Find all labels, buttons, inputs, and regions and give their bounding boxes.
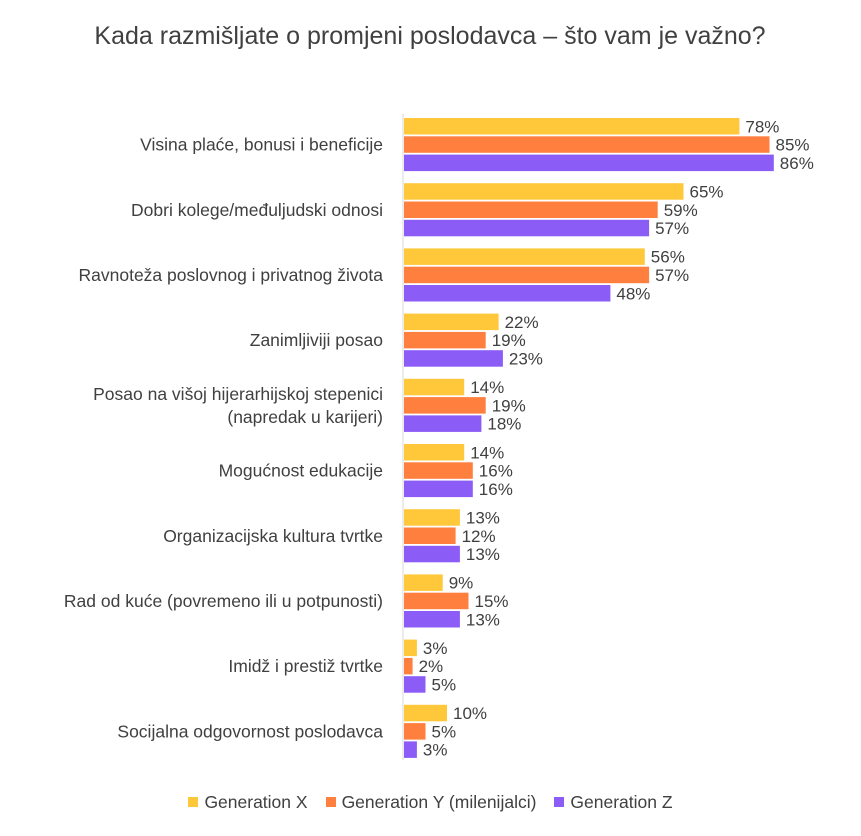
bar bbox=[404, 201, 658, 218]
bar bbox=[404, 723, 426, 740]
category-label: Socijalna odgovornost poslodavca bbox=[117, 721, 383, 741]
data-label: 57% bbox=[655, 219, 689, 238]
data-label: 12% bbox=[462, 527, 496, 546]
category-label: Posao na višoj hijerarhijskoj stepenici(… bbox=[93, 384, 383, 427]
legend: Generation X Generation Y (milenijalci) Ge… bbox=[0, 792, 861, 813]
data-label: 22% bbox=[505, 313, 539, 332]
bar bbox=[404, 248, 645, 265]
data-label: 14% bbox=[470, 443, 504, 462]
data-label: 3% bbox=[423, 639, 448, 658]
data-label: 16% bbox=[479, 480, 513, 499]
bar bbox=[404, 415, 482, 432]
legend-label: Generation Y (milenijalci) bbox=[341, 792, 537, 812]
bar bbox=[404, 331, 486, 349]
data-label: 3% bbox=[423, 741, 448, 760]
bar bbox=[404, 676, 426, 693]
data-label: 19% bbox=[492, 331, 526, 350]
bar bbox=[404, 639, 417, 657]
data-label: 14% bbox=[470, 378, 504, 397]
category-label: Imidž i prestiž tvrtke bbox=[228, 656, 383, 676]
legend-swatch bbox=[325, 797, 336, 807]
bar bbox=[404, 219, 650, 237]
bar bbox=[404, 350, 503, 367]
data-label: 16% bbox=[479, 462, 513, 481]
legend-item: Generation Y (milenijalci) bbox=[325, 792, 537, 813]
legend-swatch bbox=[188, 797, 199, 807]
category-label: Ravnoteža poslovnog i privatnog života bbox=[79, 265, 384, 285]
bar bbox=[404, 611, 460, 628]
category-label: Zanimljiviji posao bbox=[250, 330, 383, 350]
data-label: 18% bbox=[487, 415, 521, 434]
data-label: 9% bbox=[449, 574, 474, 593]
data-label: 2% bbox=[419, 657, 444, 676]
bar bbox=[404, 378, 465, 396]
data-label: 48% bbox=[616, 284, 650, 303]
category-label: Dobri kolege/međuljudski odnosi bbox=[131, 200, 383, 220]
category-label: Rad od kuće (povremeno ili u potpunosti) bbox=[64, 591, 383, 611]
category-label: Organizacijska kultura tvrtke bbox=[163, 526, 383, 546]
data-label: 10% bbox=[453, 704, 487, 723]
bar bbox=[404, 480, 473, 498]
category-label: Mogućnost edukacije bbox=[219, 461, 383, 481]
data-label: 65% bbox=[690, 182, 724, 201]
category-label: Visina plaće, bonusi i beneficije bbox=[140, 135, 383, 155]
bar bbox=[404, 183, 684, 200]
bar bbox=[404, 657, 413, 675]
bar bbox=[404, 154, 774, 172]
data-label: 59% bbox=[664, 201, 698, 220]
legend-item: Generation Z bbox=[554, 792, 673, 813]
bar bbox=[404, 592, 469, 610]
data-label: 13% bbox=[466, 610, 500, 629]
data-label: 5% bbox=[432, 722, 457, 741]
bar bbox=[404, 397, 486, 414]
data-label: 78% bbox=[745, 117, 779, 136]
bar bbox=[404, 462, 473, 479]
data-label: 19% bbox=[492, 396, 526, 415]
chart-title: Kada razmišljate o promjeni poslodavca –… bbox=[94, 22, 766, 50]
bar bbox=[404, 574, 443, 591]
legend-label: Generation Z bbox=[570, 792, 673, 812]
data-label: 13% bbox=[466, 508, 500, 527]
bar bbox=[404, 741, 417, 758]
bar bbox=[404, 509, 460, 526]
data-label: 13% bbox=[466, 545, 500, 564]
bar bbox=[404, 545, 460, 563]
bar bbox=[404, 444, 465, 461]
legend-label: Generation X bbox=[204, 792, 308, 812]
legend-swatch bbox=[554, 797, 565, 807]
bar bbox=[404, 313, 499, 331]
bars-layer bbox=[404, 118, 774, 758]
bar bbox=[404, 118, 740, 135]
legend-item: Generation X bbox=[188, 792, 308, 813]
data-label: 15% bbox=[475, 592, 509, 611]
bar bbox=[404, 527, 456, 544]
labels-layer: Visina plaće, bonusi i beneficije 78%85%8… bbox=[64, 117, 814, 759]
data-label: 23% bbox=[509, 349, 543, 368]
bar bbox=[404, 285, 611, 302]
bar bbox=[404, 136, 770, 153]
data-label: 85% bbox=[776, 136, 810, 155]
data-label: 57% bbox=[655, 266, 689, 285]
bar bbox=[404, 704, 447, 722]
data-label: 86% bbox=[780, 154, 814, 173]
data-label: 56% bbox=[651, 248, 685, 267]
bar bbox=[404, 266, 650, 284]
data-label: 5% bbox=[432, 675, 457, 694]
